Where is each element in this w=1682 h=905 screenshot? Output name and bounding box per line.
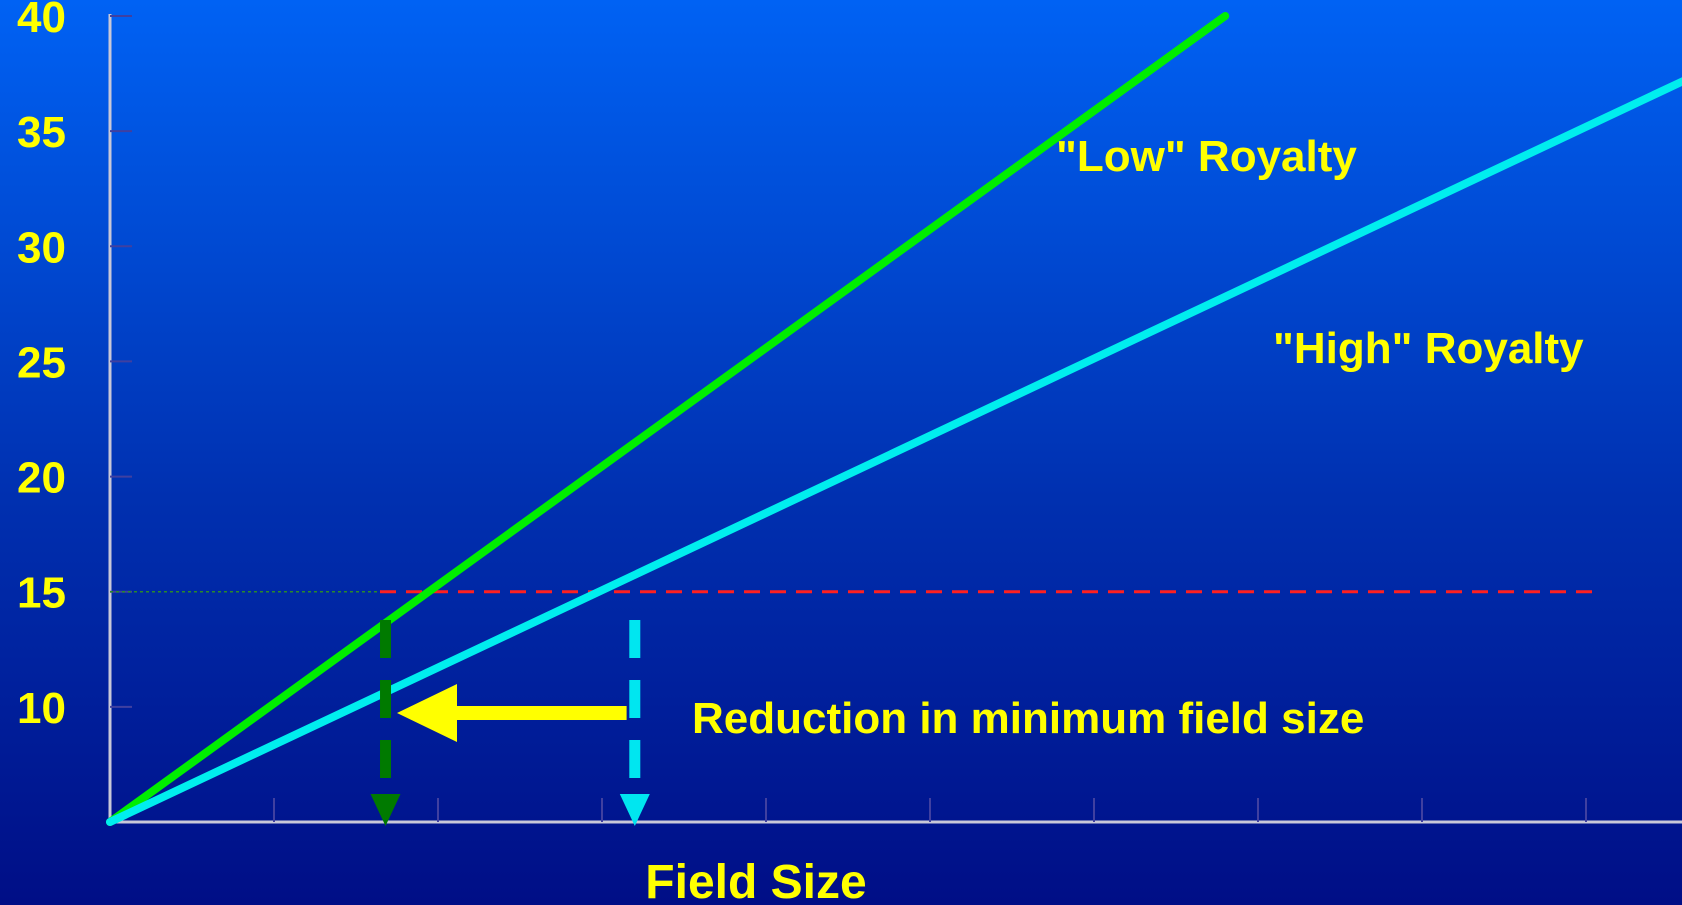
axes: [108, 14, 1682, 824]
annotation-arrowhead: [397, 684, 457, 742]
y-tick-label: 10: [17, 684, 66, 733]
y-tick-label: 40: [17, 0, 66, 42]
series-labels: "Low" Royalty "High" Royalty Reduction i…: [645, 132, 1584, 905]
y-tick-label: 15: [17, 569, 66, 618]
y-tick-labels: 40 35 30 25 20 15 10: [17, 0, 66, 733]
series-label-high: "High" Royalty: [1273, 324, 1584, 373]
series-line-low: [106, 12, 1230, 826]
y-tick-label: 30: [17, 223, 66, 272]
marker-arrowhead-1: [370, 794, 401, 826]
y-tick-label: 35: [17, 108, 66, 157]
marker-arrows: [370, 620, 650, 826]
y-tick-label: 20: [17, 454, 66, 503]
series-label-low: "Low" Royalty: [1056, 132, 1357, 181]
series-lines: [106, 12, 1682, 826]
x-axis-label: Field Size: [645, 856, 866, 905]
series-line-high: [106, 77, 1682, 826]
marker-arrowhead-2: [619, 794, 650, 826]
annotation-text: Reduction in minimum field size: [692, 694, 1364, 743]
y-tick-label: 25: [17, 338, 66, 387]
